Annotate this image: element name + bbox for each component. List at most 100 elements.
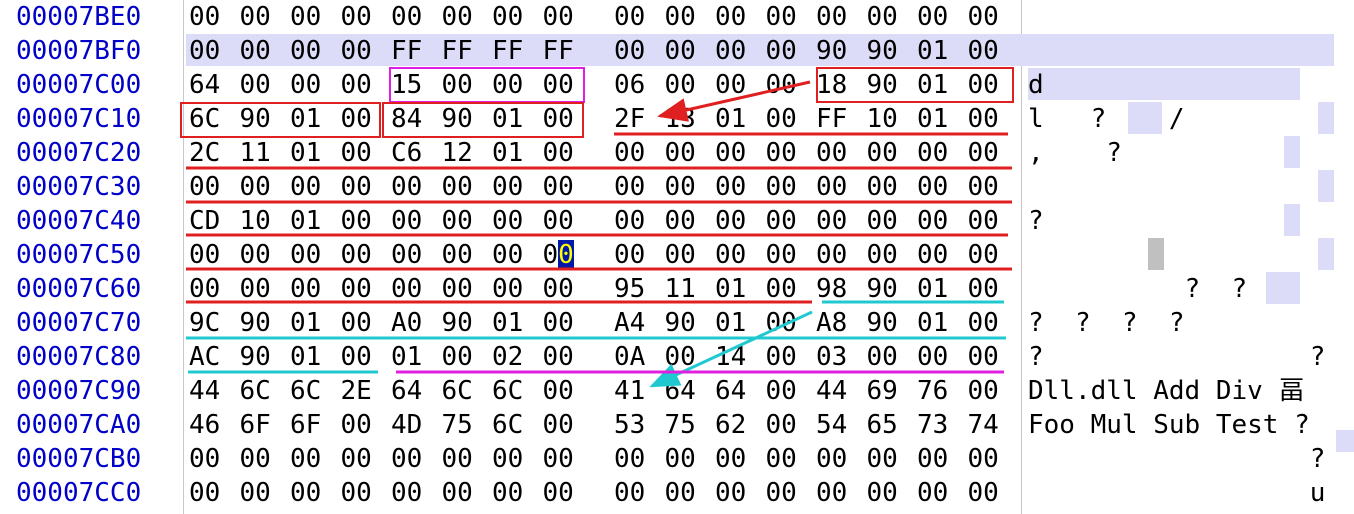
hex-byte[interactable]: 00 xyxy=(492,274,524,304)
hex-byte[interactable]: 00 xyxy=(340,410,372,440)
hex-byte[interactable]: 00 xyxy=(441,206,473,236)
hex-byte[interactable]: 00 xyxy=(542,478,574,508)
hex-byte[interactable]: 54 xyxy=(816,410,848,440)
hex-byte[interactable]: 11 xyxy=(239,138,271,168)
hex-byte[interactable]: FF xyxy=(816,104,848,134)
hex-byte[interactable]: 00 xyxy=(340,172,372,202)
hex-byte[interactable]: 01 xyxy=(917,104,949,134)
hex-byte[interactable]: 00 xyxy=(239,70,271,100)
hex-byte[interactable]: 00 xyxy=(189,240,221,270)
hex-byte[interactable]: 64 xyxy=(189,70,221,100)
hex-byte[interactable]: 00 xyxy=(614,2,646,32)
hex-byte[interactable]: 00 xyxy=(290,2,322,32)
hex-row[interactable]: 00007BF0 00 00 00 00 FF FF FF FF 00 00 00 00 90 90 01 00 xyxy=(0,34,1354,68)
hex-byte[interactable]: 00 xyxy=(340,444,372,474)
hex-byte[interactable]: 90 xyxy=(441,308,473,338)
hex-byte[interactable]: 90 xyxy=(866,36,898,66)
hex-byte[interactable]: 00 xyxy=(715,70,747,100)
hex-byte[interactable]: 00 xyxy=(765,478,797,508)
hex-byte[interactable]: 46 xyxy=(189,410,221,440)
hex-byte[interactable]: 2C xyxy=(189,138,221,168)
hex-byte[interactable]: 00 xyxy=(917,342,949,372)
hex-byte[interactable]: 00 xyxy=(917,478,949,508)
hex-byte[interactable]: 00 xyxy=(765,172,797,202)
hex-byte[interactable]: 90 xyxy=(866,274,898,304)
hex-byte[interactable]: 00 xyxy=(664,172,696,202)
hex-byte[interactable]: 00 xyxy=(866,172,898,202)
hex-row[interactable]: 00007C80 AC 90 01 00 01 00 02 00 0A 00 14 00 03 00 00 00… xyxy=(0,340,1354,374)
hex-byte[interactable]: 00 xyxy=(967,342,999,372)
hex-byte[interactable]: 6F xyxy=(290,410,322,440)
hex-byte[interactable]: 00 xyxy=(290,70,322,100)
hex-byte[interactable]: 90 xyxy=(441,104,473,134)
hex-byte[interactable]: 6C xyxy=(441,376,473,406)
hex-byte[interactable]: 00 xyxy=(290,478,322,508)
hex-byte[interactable]: 00 xyxy=(340,342,372,372)
hex-byte[interactable]: 2E xyxy=(340,376,372,406)
hex-byte[interactable]: 01 xyxy=(290,138,322,168)
hex-byte[interactable]: 00 xyxy=(391,172,423,202)
hex-byte[interactable]: 00 xyxy=(765,104,797,134)
hex-byte[interactable]: 00 xyxy=(290,240,322,270)
hex-byte[interactable]: 00 xyxy=(664,2,696,32)
hex-byte[interactable]: 01 xyxy=(715,104,747,134)
hex-byte[interactable]: 00 xyxy=(441,172,473,202)
hex-byte[interactable]: 00 xyxy=(441,2,473,32)
hex-byte[interactable]: 00 xyxy=(239,478,271,508)
hex-byte[interactable]: 00 xyxy=(917,444,949,474)
hex-byte[interactable]: 00 xyxy=(816,172,848,202)
hex-byte[interactable]: 00 xyxy=(542,138,574,168)
hex-byte[interactable]: 10 xyxy=(866,104,898,134)
hex-byte[interactable]: 00 xyxy=(542,172,574,202)
hex-byte[interactable]: 00 xyxy=(239,172,271,202)
hex-row[interactable]: 00007C50 00 00 00 00 00 00 00 00 00 00 00 00 00 00 00 00 xyxy=(0,238,1354,272)
hex-byte[interactable]: 00 xyxy=(340,274,372,304)
hex-byte[interactable]: 00 xyxy=(765,206,797,236)
hex-byte[interactable]: 00 xyxy=(340,206,372,236)
hex-byte[interactable]: 06 xyxy=(614,70,646,100)
hex-byte[interactable]: 00 xyxy=(664,206,696,236)
hex-byte[interactable]: 00 xyxy=(492,70,524,100)
hex-byte[interactable]: 00 xyxy=(715,444,747,474)
hex-byte[interactable]: 44 xyxy=(816,376,848,406)
hex-byte[interactable]: 12 xyxy=(441,138,473,168)
hex-byte[interactable]: 00 xyxy=(765,138,797,168)
hex-byte[interactable]: 00 xyxy=(715,240,747,270)
hex-byte[interactable]: 00 xyxy=(492,2,524,32)
hex-row[interactable]: 00007C20 2C 11 01 00 C6 12 01 00 00 00 00 00 00 00 00 00… xyxy=(0,136,1354,170)
hex-byte[interactable]: 00 xyxy=(765,240,797,270)
hex-byte[interactable]: 00 xyxy=(239,2,271,32)
hex-byte[interactable]: 18 xyxy=(816,70,848,100)
hex-byte[interactable]: 00 xyxy=(614,172,646,202)
hex-byte[interactable]: 00 xyxy=(967,274,999,304)
hex-row[interactable]: 00007CC0 00 00 00 00 00 00 00 00 00 00 00 00 00 00 00 00… xyxy=(0,476,1354,510)
hex-byte[interactable]: 4D xyxy=(391,410,423,440)
hex-byte[interactable]: 00 xyxy=(715,478,747,508)
hex-byte[interactable]: 00 xyxy=(967,172,999,202)
hex-byte[interactable]: 00 xyxy=(614,36,646,66)
hex-byte[interactable]: 62 xyxy=(715,410,747,440)
hex-byte[interactable]: 75 xyxy=(664,410,696,440)
hex-byte[interactable]: 01 xyxy=(917,36,949,66)
hex-byte[interactable]: 00 xyxy=(492,240,524,270)
hex-byte[interactable]: 00 xyxy=(441,240,473,270)
hex-byte[interactable]: 01 xyxy=(492,308,524,338)
hex-byte[interactable]: 01 xyxy=(290,342,322,372)
hex-byte[interactable]: 00 xyxy=(340,2,372,32)
hex-byte[interactable]: 00 xyxy=(917,172,949,202)
hex-byte[interactable]: 00 xyxy=(542,104,574,134)
hex-byte[interactable]: 6F xyxy=(239,410,271,440)
hex-byte[interactable]: 00 xyxy=(189,36,221,66)
hex-byte[interactable]: 01 xyxy=(492,104,524,134)
hex-byte[interactable]: 00 xyxy=(866,2,898,32)
hex-byte[interactable]: 00 xyxy=(189,172,221,202)
hex-byte[interactable]: 01 xyxy=(492,138,524,168)
hex-byte[interactable]: 00 xyxy=(765,2,797,32)
hex-byte[interactable]: 98 xyxy=(816,274,848,304)
hex-byte[interactable]: 00 xyxy=(715,138,747,168)
hex-byte[interactable]: 00 xyxy=(441,478,473,508)
hex-byte[interactable]: A0 xyxy=(391,308,423,338)
hex-byte[interactable]: 15 xyxy=(391,70,423,100)
hex-byte[interactable]: 69 xyxy=(866,376,898,406)
hex-byte[interactable]: 00 xyxy=(866,206,898,236)
